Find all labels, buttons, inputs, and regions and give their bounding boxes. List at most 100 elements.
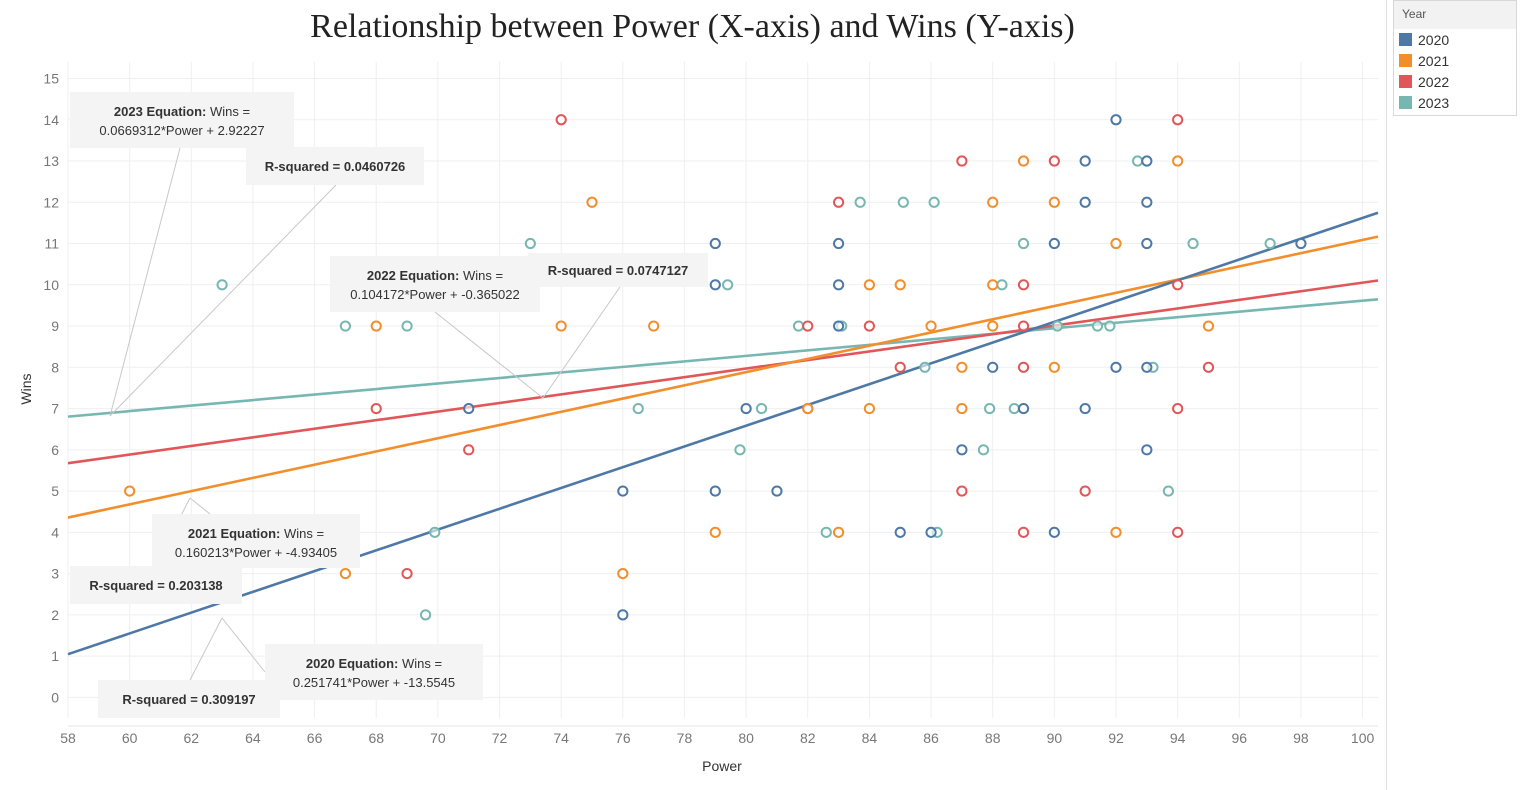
point-2021 [648, 320, 660, 332]
annotation-r-squared: R-squared = 0.0460726 [265, 159, 406, 174]
annotation-box [330, 256, 540, 312]
x-tick-label: 58 [60, 730, 76, 746]
point-2021 [832, 526, 845, 538]
annotation-layer: 2023 Equation: Wins = 0.0669312*Power + 2… [70, 92, 708, 718]
point-2020 [740, 402, 752, 415]
x-tick-label: 74 [553, 730, 569, 746]
point-2020 [1048, 237, 1060, 250]
point-2023 [722, 279, 734, 291]
point-2021 [802, 402, 814, 415]
sidebar-divider [1386, 0, 1387, 790]
point-2020 [1141, 361, 1153, 373]
annotation-box [246, 147, 424, 185]
point-2021 [124, 485, 136, 497]
y-tick-label: 7 [51, 401, 59, 417]
point-2023 [1051, 320, 1064, 332]
annotation-equation-formula: 0.160213*Power + -4.93405 [175, 545, 337, 560]
chart-title: Relationship between Power (X-axis) and … [310, 8, 1075, 45]
legend-label-2020: 2020 [1418, 31, 1450, 48]
legend: Year 2020 2021 2022 2023 [1393, 0, 1517, 116]
point-2020 [771, 485, 783, 497]
point-2020 [832, 237, 845, 250]
point-2021 [617, 567, 629, 580]
point-2020 [1141, 196, 1153, 208]
point-2021 [709, 526, 721, 538]
point-2023 [897, 196, 909, 208]
annotation-equation-bold: 2023 Equation: [114, 104, 206, 119]
annotation-box [70, 92, 294, 148]
point-2023 [854, 196, 866, 208]
point-2022 [1172, 279, 1184, 291]
x-tick-label: 92 [1108, 730, 1124, 746]
y-tick-label: 12 [43, 194, 59, 210]
annotation-r-squared: R-squared = 0.0747127 [548, 263, 689, 278]
point-2020 [1048, 526, 1060, 538]
point-2022 [1017, 526, 1030, 538]
annotation-equation-label: 2020 Equation: Wins = [306, 656, 442, 671]
point-2023 [792, 320, 805, 332]
annotation-equation-label: 2023 Equation: Wins = [114, 104, 250, 119]
point-2020 [832, 320, 845, 332]
point-2022 [956, 155, 968, 167]
annotation-2022: 2022 Equation: Wins = 0.104172*Power + -0… [330, 256, 540, 312]
point-2023 [1017, 237, 1030, 250]
annotation-equation-bold: 2021 Equation: [188, 526, 280, 541]
point-2021 [987, 320, 999, 332]
y-tick-label: 4 [51, 524, 59, 540]
y-tick-label: 14 [43, 112, 59, 128]
annotation-2021: R-squared = 0.203138 [70, 566, 242, 604]
legend-item-2021[interactable]: 2021 [1394, 50, 1516, 71]
point-2023 [820, 526, 832, 538]
point-2022 [956, 485, 968, 497]
point-2020 [1110, 361, 1122, 373]
y-tick-label: 15 [43, 71, 59, 87]
point-2023 [419, 609, 432, 621]
annotation-2023: 2023 Equation: Wins = 0.0669312*Power + 2… [70, 92, 294, 148]
legend-item-2022[interactable]: 2022 [1394, 71, 1516, 92]
x-tick-label: 100 [1351, 730, 1375, 746]
point-2020 [894, 526, 906, 538]
point-2021 [956, 402, 968, 415]
point-2022 [401, 567, 413, 580]
point-2022 [370, 402, 382, 415]
point-2020 [1141, 155, 1153, 167]
y-tick-label: 11 [44, 236, 59, 252]
point-2021 [1017, 155, 1030, 167]
trend-line-2023 [67, 297, 1379, 418]
x-tick-label: 80 [738, 730, 754, 746]
point-2023 [339, 320, 352, 332]
legend-label-2021: 2021 [1418, 52, 1450, 69]
annotation-leader-2022 [434, 311, 544, 399]
legend-item-2020[interactable]: 2020 [1394, 29, 1516, 50]
x-tick-label: 96 [1232, 730, 1248, 746]
annotation-equation-label: 2021 Equation: Wins = [188, 526, 324, 541]
point-2020 [956, 444, 968, 456]
point-2023 [1187, 237, 1199, 250]
annotation-equation-tail: Wins = [459, 268, 503, 283]
point-2020 [1295, 237, 1307, 250]
point-2022 [894, 361, 906, 373]
legend-item-2023[interactable]: 2023 [1394, 92, 1516, 113]
trend-line-2020 [67, 211, 1379, 656]
point-2021 [555, 320, 567, 332]
point-2021 [956, 361, 968, 373]
annotation-leader-2022 [542, 286, 621, 399]
trend-line-2022 [67, 279, 1379, 465]
legend-swatch-2023 [1399, 96, 1412, 109]
scatter-chart: 58 60 62 64 66 68 70 72 74 76 78 80 82 84 86 88 90 92 94 96… [18, 62, 1379, 774]
point-2022 [1079, 485, 1091, 497]
legend-swatch-2022 [1399, 75, 1412, 88]
legend-label-2022: 2022 [1418, 73, 1450, 90]
point-2023 [928, 196, 940, 208]
annotation-equation-bold: 2020 Equation: [306, 656, 398, 671]
x-tick-label: 72 [492, 730, 508, 746]
point-2020 [925, 526, 937, 538]
point-layer [124, 114, 1307, 621]
point-2020 [1141, 444, 1153, 456]
annotation-equation-tail: Wins = [280, 526, 324, 541]
point-2021 [1172, 155, 1184, 167]
annotation-2021: 2021 Equation: Wins = 0.160213*Power + -4… [152, 514, 360, 568]
annotation-box [528, 253, 708, 287]
point-2020 [617, 609, 629, 621]
point-2021 [1110, 526, 1122, 538]
